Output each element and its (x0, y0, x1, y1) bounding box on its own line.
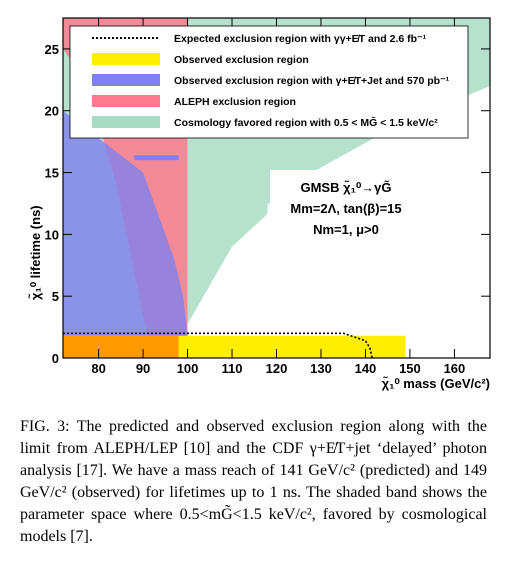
annotation-bg (270, 170, 422, 238)
caption-text: The predicted and observed exclusion reg… (20, 418, 487, 545)
legend-swatch-aleph (92, 95, 160, 107)
x-tick-label: 120 (266, 361, 288, 376)
x-tick-label: 160 (444, 361, 466, 376)
x-tick-label: 130 (310, 361, 332, 376)
legend: Expected exclusion region with γγ+E̸T an… (69, 25, 469, 139)
annotation-line1: GMSB χ̃₁⁰→γG̃ (300, 180, 391, 195)
caption-label: FIG. 3: (20, 418, 70, 435)
expected-line (63, 332, 373, 358)
annotation-box: GMSB χ̃₁⁰→γG̃ Mm=2Λ, tan(β)=15 Nm=1, μ>0 (270, 170, 422, 238)
x-tick-label: 90 (136, 361, 150, 376)
y-axis-label: χ̃₁⁰ lifetime (ns) (28, 205, 43, 300)
y-tick-label: 25 (45, 42, 59, 57)
exclusion-plot: 80 90 100 110 120 130 140 150 160 0 5 10 15 20 25 Exp… (28, 17, 491, 391)
x-tick-label: 150 (399, 361, 421, 376)
y-tick-label: 10 (45, 227, 59, 242)
legend-label-observed: Observed exclusion region (174, 54, 309, 66)
legend-swatch-cosmo (92, 116, 160, 128)
legend-label-expected: Expected exclusion region with γγ+E̸T an… (174, 33, 427, 45)
annotation-line2: Mm=2Λ, tan(β)=15 (290, 201, 401, 216)
legend-label-aleph: ALEPH exclusion region (174, 96, 296, 108)
jet-stripe (134, 155, 179, 161)
x-axis-label: χ̃₁⁰ mass (GeV/c²) (382, 376, 490, 391)
x-tick-label: 100 (177, 361, 199, 376)
y-tick-label: 5 (52, 289, 59, 304)
legend-label-jet: Observed exclusion region with γ+E̸T+Jet… (174, 75, 450, 87)
y-tick-label: 15 (45, 166, 59, 181)
x-tick-label: 80 (91, 361, 105, 376)
legend-label-cosmo: Cosmology favored region with 0.5 < MG̃ … (174, 116, 438, 129)
annotation-line3: Nm=1, μ>0 (313, 222, 379, 237)
overlap-region (63, 335, 179, 358)
legend-swatch-jet (92, 74, 160, 86)
y-tick-label: 0 (52, 351, 59, 366)
x-tick-label: 110 (222, 361, 243, 376)
legend-swatch-observed (92, 53, 160, 65)
jet-region (63, 110, 188, 358)
x-tick-label: 140 (355, 361, 377, 376)
y-tick-label: 20 (45, 104, 59, 119)
figure-caption: FIG. 3: The predicted and observed exclu… (20, 416, 487, 548)
